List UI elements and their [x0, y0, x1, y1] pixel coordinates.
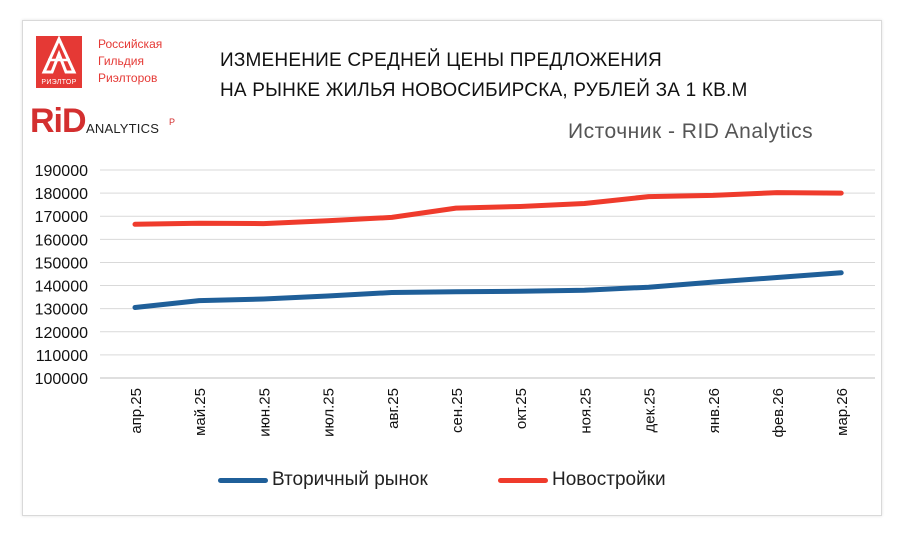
rid-logo-mark: P — [169, 117, 176, 127]
x-tick-label: май.25 — [192, 388, 209, 436]
x-tick-label: фев.26 — [770, 388, 787, 438]
chart-title-line-2: НА РЫНКЕ ЖИЛЬЯ НОВОСИБИРСКА, РУБЛЕЙ ЗА 1… — [220, 80, 748, 101]
y-tick-label: 150000 — [35, 255, 88, 272]
series-line-secondary — [132, 270, 844, 310]
x-tick-label: апр.25 — [128, 388, 145, 434]
y-tick-label: 160000 — [35, 232, 88, 249]
source-note: Источник - RID Analytics — [568, 120, 814, 143]
rid-logo: RiD — [30, 102, 87, 140]
chart-title: ИЗМЕНЕНИЕ СРЕДНЕЙ ЦЕНЫ ПРЕДЛОЖЕНИЯ НА РЫ… — [220, 46, 747, 106]
legend-label-secondary: Вторичный рынок — [272, 469, 428, 490]
x-tick-label: авг.25 — [385, 388, 402, 429]
x-tick-label: ноя.25 — [577, 388, 594, 434]
x-tick-label: июл.25 — [321, 388, 338, 437]
x-tick-label: дек.25 — [642, 388, 659, 433]
legend-swatch-new-buildings — [498, 477, 548, 483]
x-tick-label: июн.25 — [256, 388, 273, 437]
y-tick-label: 180000 — [35, 186, 88, 203]
realtor-guild-logo — [36, 35, 82, 88]
guild-line-1: Российская — [98, 37, 163, 51]
y-tick-label: 110000 — [36, 348, 88, 365]
guild-name: Российская Гильдия Риэлторов — [98, 36, 162, 87]
y-tick-label: 100000 — [35, 371, 88, 388]
legend-item-secondary: Вторичный рынок — [218, 466, 428, 494]
y-tick-label: 130000 — [35, 302, 88, 319]
guild-line-2: Гильдия — [98, 54, 144, 68]
guild-line-3: Риэлторов — [98, 71, 158, 85]
legend: Вторичный рынок Новостройки — [0, 466, 900, 494]
x-tick-label: сен.25 — [449, 388, 466, 433]
x-tick-label: янв.26 — [706, 388, 723, 433]
logo-tag: РИЭЛТОР — [41, 79, 77, 86]
y-tick-label: 190000 — [35, 163, 88, 180]
x-tick-label: мар.26 — [834, 388, 851, 436]
legend-label-new-buildings: Новостройки — [552, 469, 666, 490]
y-tick-label: 120000 — [35, 325, 88, 342]
x-tick-label: окт.25 — [513, 388, 530, 429]
chart-frame — [22, 20, 882, 516]
series-line-new-buildings — [132, 190, 844, 227]
guild-emblem-icon — [41, 35, 77, 74]
legend-swatch-secondary — [218, 477, 268, 483]
legend-item-new-buildings: Новостройки — [498, 466, 666, 494]
rid-logo-sub: ANALYTICS — [86, 121, 160, 136]
chart-title-line-1: ИЗМЕНЕНИЕ СРЕДНЕЙ ЦЕНЫ ПРЕДЛОЖЕНИЯ — [220, 50, 662, 71]
y-tick-label: 170000 — [35, 209, 88, 226]
y-tick-label: 140000 — [35, 279, 88, 296]
